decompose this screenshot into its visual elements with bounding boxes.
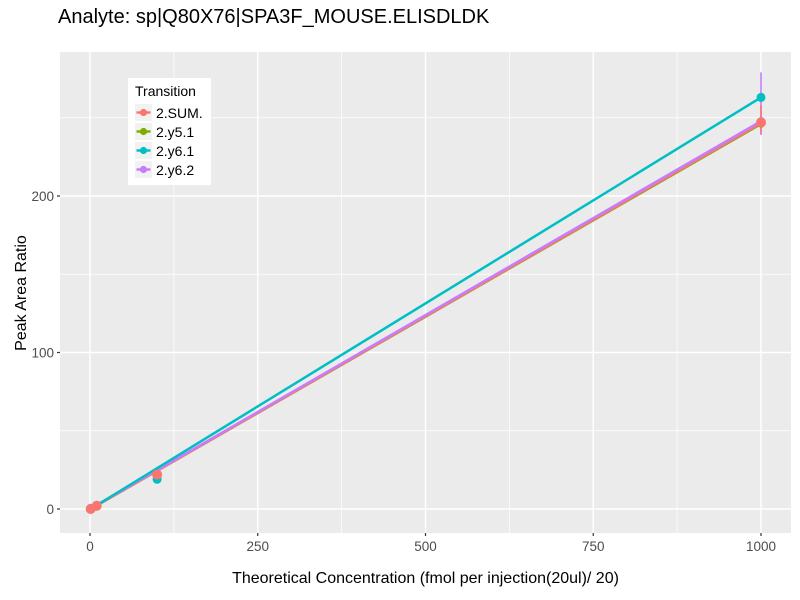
y-tick-label: 100 bbox=[31, 346, 54, 361]
data-point-2.SUM. bbox=[91, 500, 102, 511]
x-tick-label: 0 bbox=[86, 539, 94, 554]
data-point-2.SUM. bbox=[756, 117, 766, 128]
x-axis-title: Theoretical Concentration (fmol per inje… bbox=[232, 570, 619, 587]
legend-item-2.SUM.: 2.SUM. bbox=[135, 103, 203, 122]
legend-key-icon bbox=[135, 123, 152, 140]
x-tick-label: 500 bbox=[414, 539, 437, 554]
data-point-2.y6.1 bbox=[756, 92, 766, 102]
legend-key-icon bbox=[135, 104, 152, 121]
legend-item-2.y5.1: 2.y5.1 bbox=[135, 122, 203, 141]
legend-item-label: 2.y6.2 bbox=[156, 161, 195, 178]
x-tick-label: 750 bbox=[582, 539, 605, 554]
data-point-2.SUM. bbox=[152, 469, 163, 480]
y-axis-title: Peak Area Ratio bbox=[13, 235, 30, 351]
y-tick-label: 0 bbox=[46, 502, 54, 517]
series-line-2.y6.1 bbox=[89, 96, 763, 511]
legend-title: Transition bbox=[135, 83, 196, 99]
legend-item-label: 2.y6.1 bbox=[156, 142, 195, 159]
series-line-2.y6.2 bbox=[89, 119, 763, 510]
x-tick-label: 250 bbox=[246, 539, 269, 554]
legend-item-2.y6.2: 2.y6.2 bbox=[135, 160, 203, 179]
legend-item-2.y6.1: 2.y6.1 bbox=[135, 141, 203, 160]
y-tick-label: 200 bbox=[31, 189, 54, 204]
legend-item-label: 2.SUM. bbox=[156, 104, 203, 121]
legend-key-icon bbox=[135, 142, 152, 159]
legend-item-label: 2.y5.1 bbox=[156, 123, 195, 140]
legend-key-icon bbox=[135, 161, 152, 178]
plot-title: Analyte: sp|Q80X76|SPA3F_MOUSE.ELISDLDK bbox=[58, 6, 490, 28]
legend: Transition 2.SUM. 2.y5.1 2.y6.1 2.y6.2 bbox=[128, 78, 211, 185]
legend-items: 2.SUM. 2.y5.1 2.y6.1 2.y6.2 bbox=[135, 103, 203, 179]
x-tick-label: 1000 bbox=[746, 539, 776, 554]
